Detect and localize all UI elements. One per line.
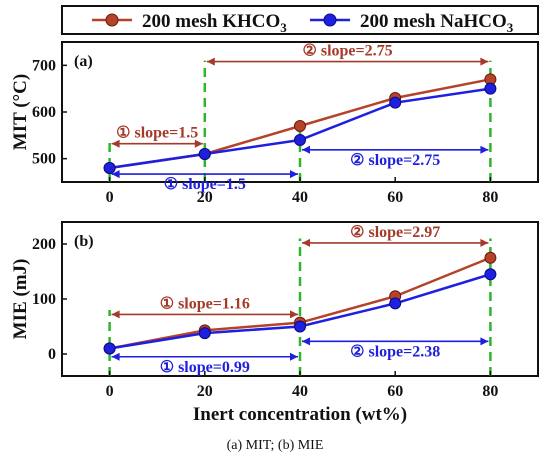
panel-label: (a): [74, 53, 93, 70]
y-tick-label: 0: [48, 346, 56, 363]
legend-label-nahco3: 200 mesh NaHCO3: [360, 11, 514, 35]
slope-label: ② slope=2.75: [350, 152, 440, 169]
arrow-head: [111, 170, 120, 179]
x-axis-label: Inert concentration (wt%): [193, 404, 407, 425]
arrow-head: [206, 57, 215, 66]
figure-caption: (a) MIT; (b) MIE: [226, 438, 324, 453]
slope-label: ① slope=1.16: [160, 295, 250, 312]
data-point-nahco3: [484, 82, 497, 95]
data-point-nahco3: [389, 297, 402, 310]
x-tick-label: 40: [292, 383, 308, 400]
arrow-head: [302, 337, 310, 346]
arrow-head: [480, 57, 489, 66]
data-point-khco3: [484, 251, 497, 264]
x-tick-label: 0: [106, 383, 114, 400]
data-point-nahco3: [198, 148, 211, 160]
legend-subscript-khco3: 3: [280, 20, 287, 35]
panel-label: (b): [74, 233, 94, 250]
y-axis-label: MIE (mJ): [10, 259, 31, 340]
slope-label: ① slope=1.5: [116, 125, 198, 142]
arrow-head: [194, 139, 203, 148]
x-tick-label: 60: [387, 189, 403, 206]
legend-item-khco3: 200 mesh KHCO3: [92, 11, 287, 35]
y-tick-label: 600: [32, 104, 56, 121]
y-tick-label: 200: [32, 236, 56, 253]
slope-label: ② slope=2.38: [350, 343, 440, 360]
data-point-nahco3: [103, 342, 116, 355]
data-point-nahco3: [389, 96, 402, 109]
arrow-head: [290, 170, 298, 179]
arrow-head: [302, 238, 310, 247]
x-tick-label: 20: [197, 383, 213, 400]
data-point-nahco3: [103, 162, 116, 174]
arrow-head: [111, 310, 120, 319]
arrow-head: [480, 337, 489, 346]
y-tick-label: 100: [32, 291, 56, 308]
legend: 200 mesh KHCO3 200 mesh NaHCO3: [61, 5, 539, 35]
slope-label: ① slope=1.5: [164, 176, 246, 193]
arrow-head: [290, 310, 298, 319]
arrow-head: [111, 352, 120, 361]
data-point-nahco3: [198, 327, 211, 340]
x-tick-label: 60: [387, 383, 403, 400]
y-tick-label: 500: [32, 151, 56, 168]
data-point-nahco3: [294, 320, 306, 333]
arrow-head: [480, 145, 489, 154]
legend-frame: [61, 5, 539, 35]
data-point-nahco3: [484, 268, 497, 281]
x-tick-label: 80: [482, 189, 498, 206]
arrow-head: [111, 139, 120, 148]
legend-item-nahco3: 200 mesh NaHCO3: [310, 11, 514, 35]
data-point-khco3: [294, 120, 306, 132]
data-point-nahco3: [294, 134, 306, 146]
slope-label: ② slope=2.97: [350, 224, 440, 241]
x-tick-label: 0: [106, 189, 114, 206]
arrow-head: [290, 352, 298, 361]
slope-label: ② slope=2.75: [303, 43, 393, 60]
legend-label-khco3: 200 mesh KHCO3: [142, 11, 287, 35]
arrow-head: [480, 238, 489, 247]
legend-marker-khco3: [105, 13, 119, 27]
x-tick-label: 80: [482, 383, 498, 400]
legend-marker-nahco3: [323, 13, 337, 27]
y-axis-label: MIT (°C): [10, 74, 31, 150]
y-tick-label: 700: [32, 57, 56, 74]
x-tick-label: 20: [197, 189, 213, 206]
slope-label: ① slope=0.99: [160, 359, 250, 376]
x-tick-label: 40: [292, 189, 308, 206]
arrow-head: [302, 145, 310, 154]
legend-subscript-nahco3: 3: [507, 20, 514, 35]
